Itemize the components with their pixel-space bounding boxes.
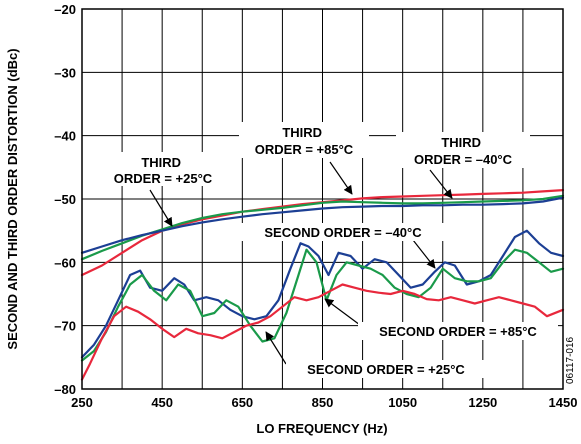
x-tick-label: 1250 [468, 395, 497, 410]
series-line [80, 283, 565, 381]
x-tick-labels: 250 450 650 850 1050 1250 1450 [71, 395, 577, 410]
y-tick-label: –40 [54, 129, 76, 144]
arrow-second-25 [265, 331, 287, 365]
y-tick-label: –80 [54, 382, 76, 397]
y-tick-label: –60 [54, 255, 76, 270]
label-third-order-85: THIRD ORDER = +85°C [255, 125, 354, 157]
label-second-order-m40: SECOND ORDER = –40°C [264, 225, 422, 240]
x-tick-label: 650 [231, 395, 253, 410]
annotations: THIRD ORDER = +25°C THIRD ORDER = +85°C … [100, 122, 558, 378]
plot-frame [81, 8, 564, 390]
arrow-third-25 [149, 189, 173, 227]
arrow-third-85 [329, 161, 353, 195]
x-axis-title: LO FREQUENCY (Hz) [256, 421, 387, 436]
y-tick-label: –70 [54, 319, 76, 334]
label-third-order-25: THIRD ORDER = +25°C [114, 155, 213, 186]
figure-id: 06117-016 [565, 336, 576, 384]
x-tick-label: 250 [71, 395, 93, 410]
series-line [80, 196, 565, 254]
series-line [80, 194, 565, 261]
x-tick-label: 1450 [549, 395, 578, 410]
y-tick-labels: –80 –70 –60 –50 –40 –30 –20 [54, 2, 76, 397]
y-tick-label: –50 [54, 192, 76, 207]
arrow-second-85 [324, 298, 361, 326]
arrow-third-m40 [429, 169, 453, 199]
arrow-second-m40 [412, 239, 436, 269]
label-third-order-m40: THIRD ORDER = –40°C [414, 135, 513, 167]
series-lines [80, 189, 565, 381]
y-axis-title: SECOND AND THIRD ORDER DISTORTION (dBc) [5, 48, 20, 349]
y-tick-label: –20 [54, 2, 76, 17]
label-second-order-25: SECOND ORDER = +25°C [307, 362, 465, 377]
x-tick-label: 1050 [388, 395, 417, 410]
y-tick-label: –30 [54, 65, 76, 80]
x-tick-label: 850 [312, 395, 334, 410]
x-tick-label: 450 [151, 395, 173, 410]
series-line [80, 248, 565, 362]
label-second-order-85: SECOND ORDER = +85°C [379, 324, 537, 339]
